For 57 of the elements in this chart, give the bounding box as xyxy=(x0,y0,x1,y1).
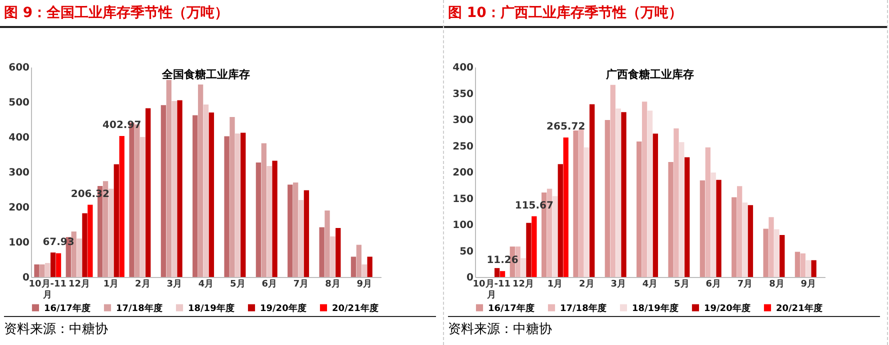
x-tick-label: 2月 xyxy=(579,278,594,290)
y-tick-label: 250 xyxy=(452,141,474,152)
data-label: 265.72 xyxy=(546,121,586,132)
chart-subtitle: 全国食糖工业库存 xyxy=(161,68,250,81)
x-tick-label: 5月 xyxy=(674,278,690,290)
legend-label: 18/19年度 xyxy=(188,302,234,314)
legend-label: 20/21年度 xyxy=(776,302,822,314)
x-tick-label: 10月-11月 xyxy=(472,278,511,300)
legend-label: 20/21年度 xyxy=(332,302,378,314)
x-tick-label: 4月 xyxy=(642,278,658,290)
x-tick-label: 9月 xyxy=(800,278,816,290)
x-tick-label: 3月 xyxy=(610,278,626,290)
legend-label: 17/18年度 xyxy=(116,302,162,314)
legend-label: 19/20年度 xyxy=(704,302,750,314)
text: 资料来源：中糖协 xyxy=(448,316,880,338)
legend-label: 16/17年度 xyxy=(488,302,534,314)
x-tick-label: 8月 xyxy=(325,278,340,290)
chart-subtitle: 广西食糖工业库存 xyxy=(605,68,694,81)
data-label: 115.67 xyxy=(514,200,554,212)
y-tick-label: 0 xyxy=(22,272,30,284)
x-tick-label: 12月 xyxy=(512,278,534,290)
chart-title: 图 10：广西工业库存季节性（万吨） xyxy=(444,0,887,28)
y-tick-label: 400 xyxy=(452,62,474,74)
x-tick-label: 10月-11月 xyxy=(28,278,67,300)
y-tick-label: 500 xyxy=(8,98,30,108)
legend-label: 17/18年度 xyxy=(560,302,606,314)
x-tick-label: 5月 xyxy=(230,278,246,290)
legend-label: 19/20年度 xyxy=(260,302,306,314)
y-tick-label: 200 xyxy=(452,168,474,178)
x-tick-label: 7月 xyxy=(293,278,309,290)
legend-label: 18/19年度 xyxy=(632,302,678,314)
chart-title: 图 9：全国工业库存季节性（万吨） xyxy=(0,0,443,28)
x-tick-label: 7月 xyxy=(737,278,753,290)
x-tick-label: 6月 xyxy=(706,278,721,290)
x-tick-label: 4月 xyxy=(198,278,214,290)
y-tick-label: 100 xyxy=(8,238,30,248)
x-tick-label: 3月 xyxy=(166,278,182,290)
y-tick-label: 0 xyxy=(466,272,474,284)
text: 资料来源：中糖协 xyxy=(4,316,436,338)
x-tick-label: 6月 xyxy=(262,278,277,290)
x-tick-label: 1月 xyxy=(103,278,119,290)
data-label: 11.26 xyxy=(486,255,518,266)
y-tick-label: 200 xyxy=(8,202,30,214)
y-tick-label: 100 xyxy=(452,220,474,231)
y-tick-label: 600 xyxy=(8,62,30,74)
x-tick-label: 2月 xyxy=(135,278,150,290)
y-tick-label: 350 xyxy=(452,88,474,100)
y-tick-label: 300 xyxy=(452,115,474,126)
legend-label: 16/17年度 xyxy=(44,302,90,314)
x-tick-label: 1月 xyxy=(547,278,563,290)
y-tick-label: 50 xyxy=(460,246,474,258)
x-tick-label: 8月 xyxy=(769,278,784,290)
x-tick-label: 12月 xyxy=(68,278,90,290)
y-tick-label: 150 xyxy=(452,194,474,205)
y-tick-label: 400 xyxy=(8,132,30,144)
y-tick-label: 300 xyxy=(8,168,30,178)
x-tick-label: 9月 xyxy=(356,278,372,290)
